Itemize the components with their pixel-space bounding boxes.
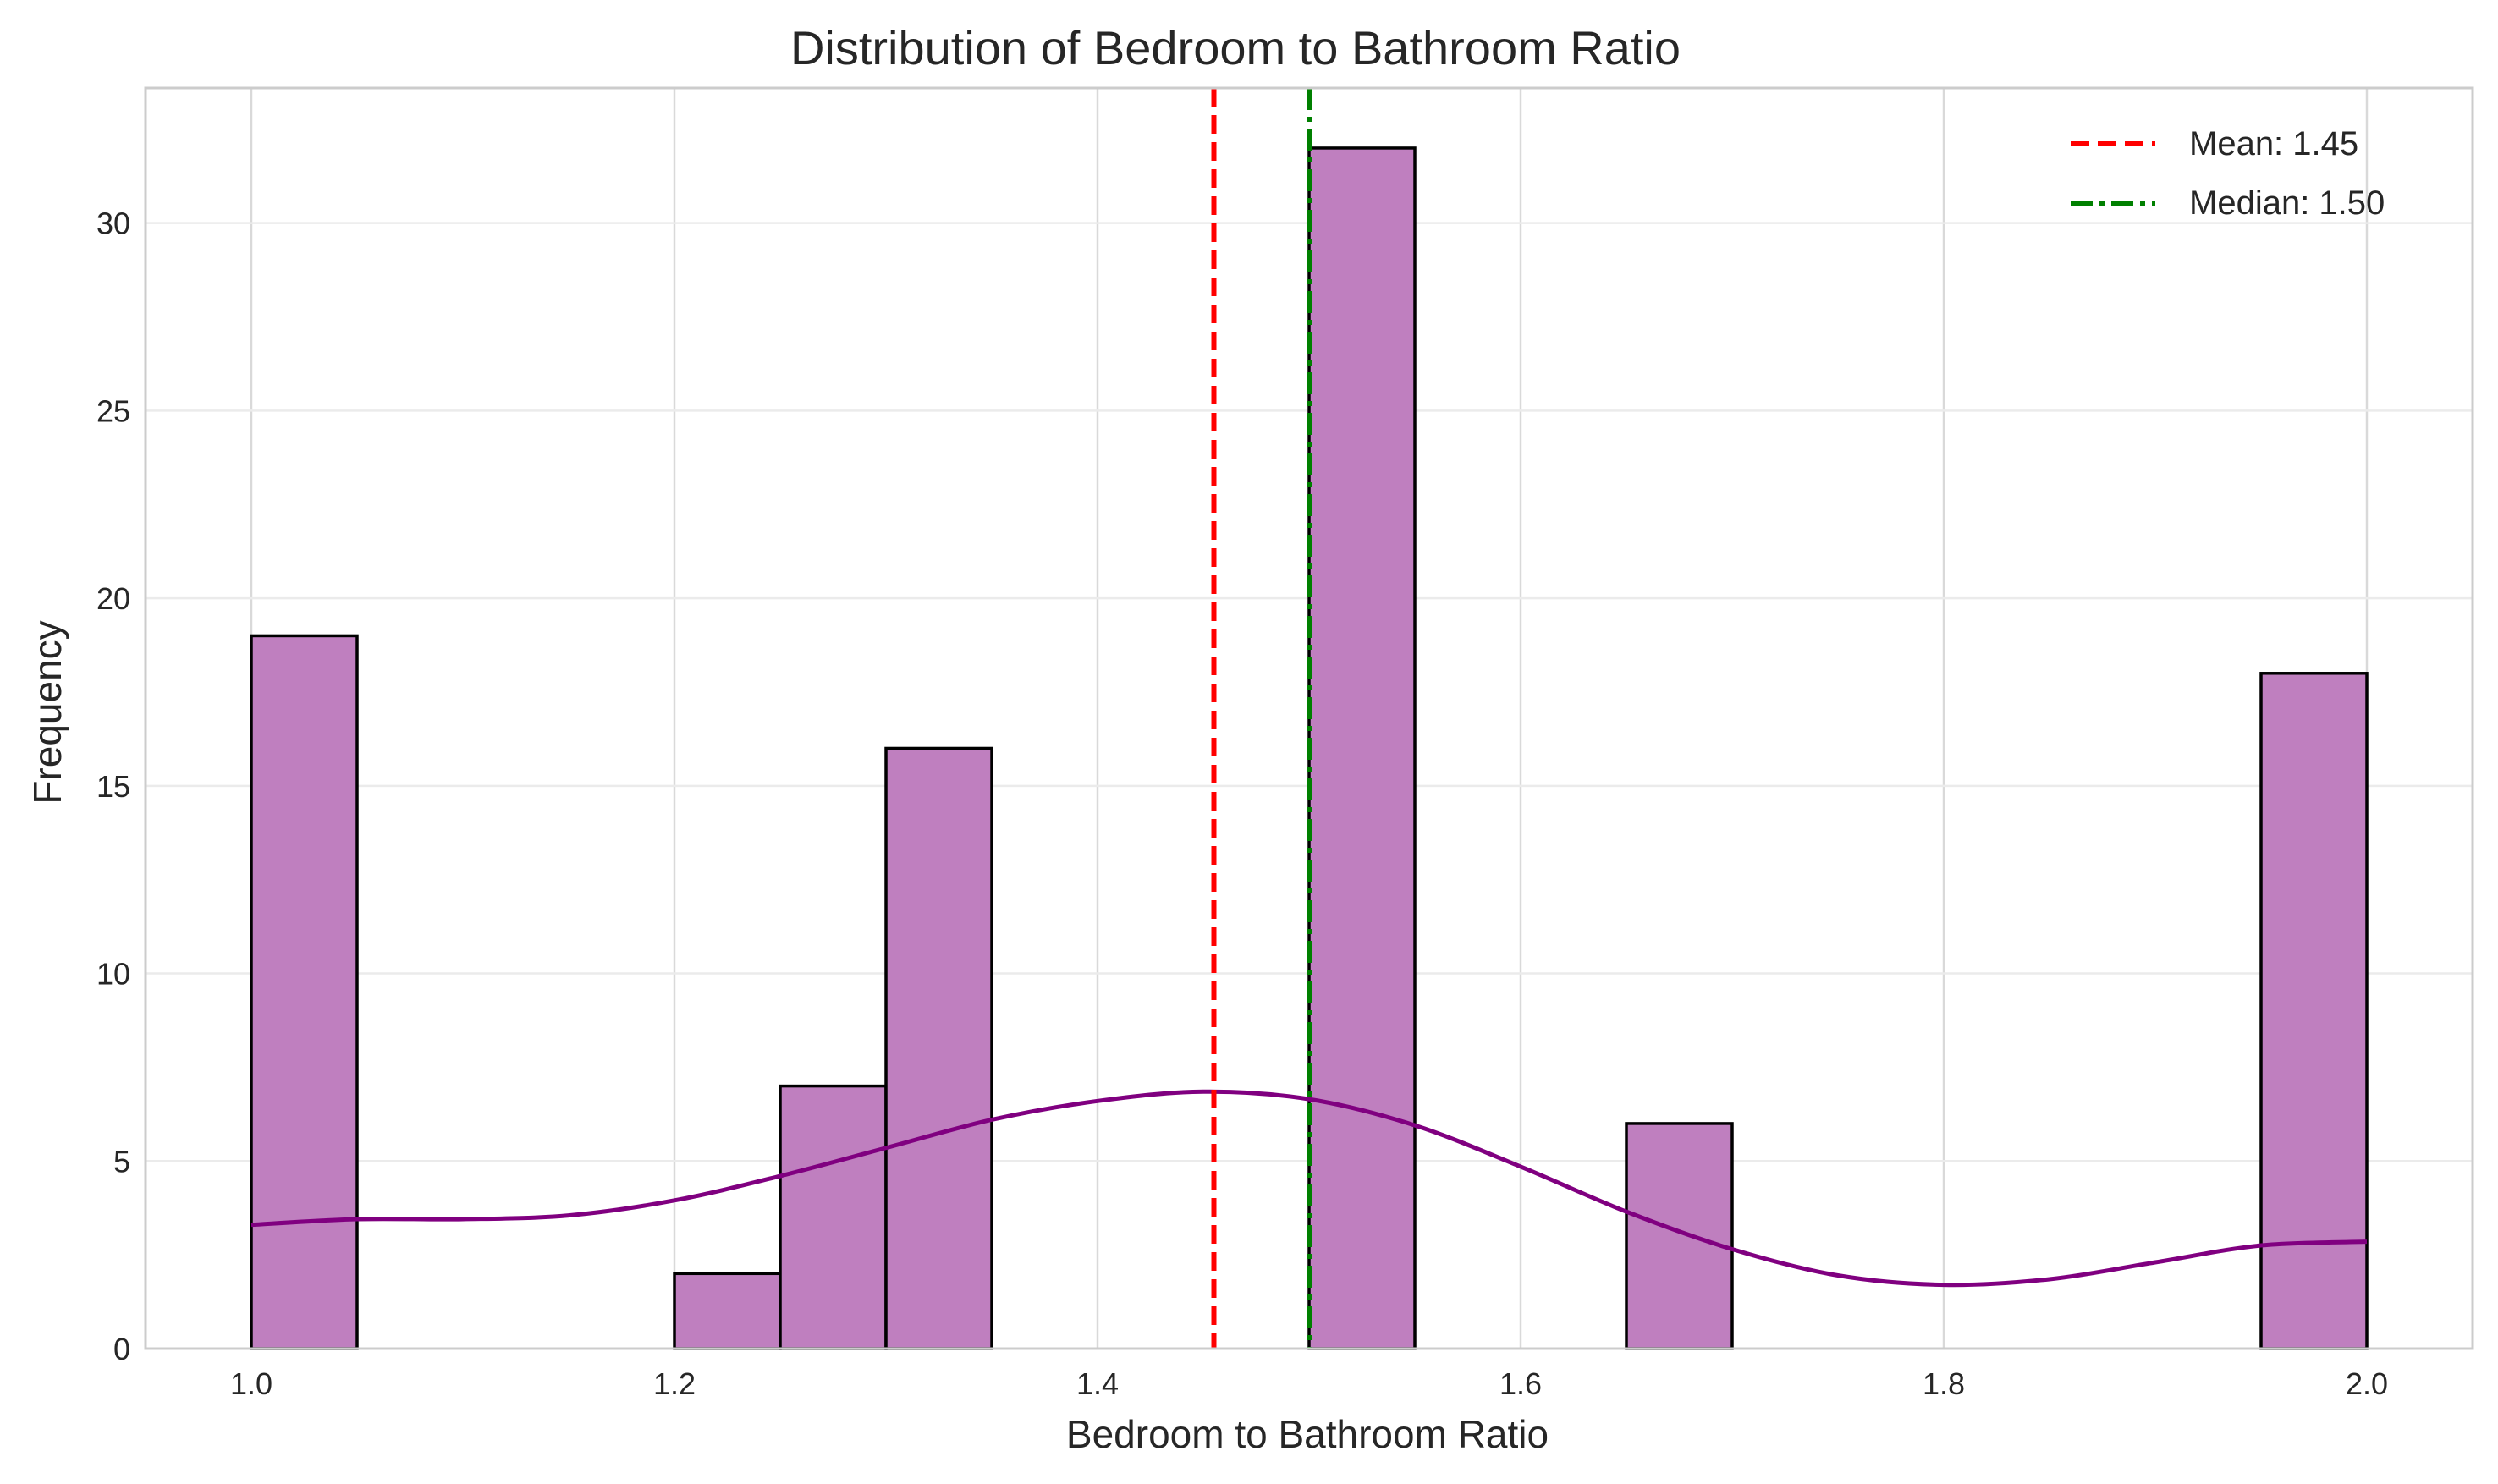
x-tick-label: 1.2	[653, 1366, 696, 1401]
histogram-bar-0	[250, 634, 359, 1350]
reference-lines	[1211, 88, 1312, 1349]
y-tick-label: 30	[96, 206, 130, 241]
legend-mean-label: Mean: 1.45	[2189, 125, 2358, 162]
histogram-bar-3	[884, 746, 993, 1350]
x-axis-ticks: 1.0 1.2 1.4 1.6 1.8 2.0	[230, 1366, 2388, 1401]
histogram-bars	[250, 146, 2369, 1350]
x-tick-label: 1.4	[1076, 1366, 1119, 1401]
histogram-bar-5	[1625, 1122, 1734, 1350]
x-tick-label: 2.0	[2346, 1366, 2388, 1401]
plot-frame	[144, 86, 2474, 1350]
y-tick-label: 5	[113, 1144, 130, 1179]
kde-curve	[250, 1089, 2368, 1288]
histogram-bar-2	[779, 1084, 888, 1350]
x-axis-label: Bedroom to Bathroom Ratio	[1066, 1412, 1549, 1456]
histogram-bar-1	[673, 1272, 782, 1350]
y-tick-label: 10	[96, 957, 130, 992]
y-tick-label: 20	[96, 581, 130, 616]
y-tick-label: 15	[96, 769, 130, 804]
y-axis-label: Frequency	[25, 620, 69, 804]
y-axis-ticks: 0 5 10 15 20 25 30	[96, 206, 130, 1366]
histogram-bar-4	[1307, 146, 1417, 1350]
y-tick-label: 25	[96, 393, 130, 428]
y-tick-label: 0	[113, 1332, 130, 1366]
legend: Mean: 1.45 Median: 1.50	[2071, 125, 2385, 222]
kde-line	[250, 1089, 2368, 1288]
x-tick-label: 1.0	[230, 1366, 272, 1401]
x-tick-label: 1.6	[1499, 1366, 1542, 1401]
x-tick-label: 1.8	[1923, 1366, 1965, 1401]
chart-title: Distribution of Bedroom to Bathroom Rati…	[790, 21, 1681, 74]
histogram-bar-6	[2259, 672, 2369, 1350]
legend-median-label: Median: 1.50	[2189, 184, 2385, 222]
